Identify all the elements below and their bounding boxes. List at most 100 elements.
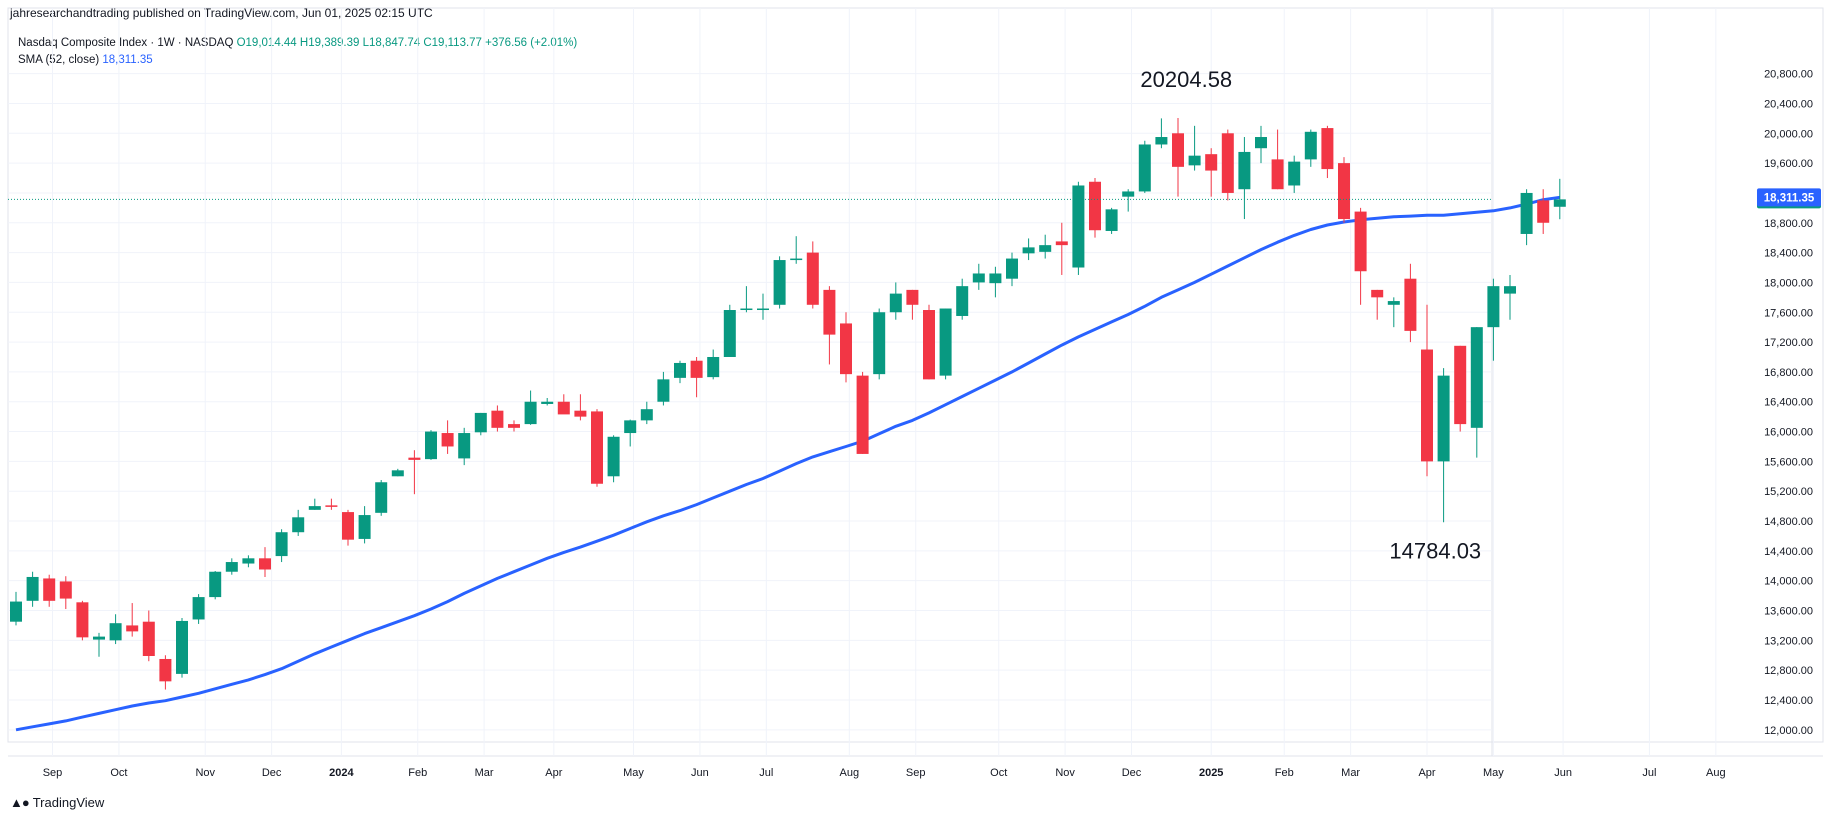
candle [806, 241, 819, 309]
candle [76, 600, 89, 641]
candle-body [325, 505, 338, 507]
y-tick-label: 19,600.00 [1764, 158, 1813, 170]
candle [1520, 189, 1533, 246]
axes: 12,000.00 12,400.00 12,800.00 13,200.00 13,6… [43, 69, 1813, 779]
candle [1072, 181, 1085, 275]
candle-body [1205, 154, 1218, 171]
y-tick-label: 12,400.00 [1764, 695, 1813, 707]
y-tick-label: 20,800.00 [1764, 69, 1813, 81]
y-tick-label: 13,200.00 [1764, 635, 1813, 647]
candle-body [93, 636, 105, 640]
candle-body [1188, 155, 1201, 166]
x-tick-label: Oct [990, 767, 1007, 779]
candle-body [1338, 163, 1350, 220]
candle [508, 420, 520, 432]
candle-body [1354, 211, 1367, 272]
candle [1172, 118, 1184, 197]
tradingview-logo[interactable]: ▲● TradingView [10, 795, 104, 810]
candle [1055, 222, 1068, 275]
y-tick-label: 16,800.00 [1764, 367, 1813, 379]
candle-body [43, 578, 56, 601]
sma-label[interactable]: SMA (52, close) [18, 54, 100, 66]
candle [1205, 148, 1218, 197]
candle [1022, 238, 1035, 261]
candle-body [1006, 258, 1018, 279]
candle [1338, 157, 1350, 223]
candle [923, 304, 935, 380]
y-tick-label: 12,000.00 [1764, 725, 1813, 737]
candle [142, 610, 155, 662]
candle [1006, 252, 1018, 287]
x-tick-label: Dec [1122, 767, 1142, 779]
candle-body [972, 273, 985, 283]
candle-body [557, 401, 570, 415]
candle [109, 614, 122, 645]
candle [474, 412, 487, 436]
candle-body [1288, 161, 1301, 186]
candle-body [142, 621, 155, 656]
candle-body [640, 409, 653, 421]
candle-body [275, 532, 288, 557]
close-value: C19,113.77 [423, 37, 482, 49]
candle [1155, 118, 1168, 149]
x-tick-label: Mar [1341, 767, 1360, 779]
candle-body [458, 433, 471, 459]
x-tick-label: Dec [262, 767, 282, 779]
x-tick-label: Nov [195, 767, 215, 779]
candle-body [159, 658, 172, 682]
candle-body [425, 431, 437, 460]
candle [458, 427, 471, 466]
tv-logo-text: TradingView [32, 795, 105, 810]
candle-body [1537, 200, 1550, 223]
y-tick-label: 18,400.00 [1764, 248, 1813, 260]
candle-body [939, 308, 952, 376]
x-tick-label: Jul [759, 767, 773, 779]
candle-body [1520, 192, 1533, 234]
candle-body [723, 310, 736, 357]
sma-line-layer [15, 195, 1561, 732]
candle-body [889, 293, 902, 313]
candle [1138, 140, 1151, 193]
candle-body [358, 515, 371, 539]
candle-body [1504, 286, 1516, 294]
candle [441, 420, 454, 454]
candle-body [259, 558, 271, 570]
candle-body [441, 433, 454, 447]
candle [26, 571, 39, 607]
candle [956, 278, 969, 320]
candle [159, 655, 172, 690]
candle-body [607, 436, 620, 477]
candle [840, 312, 852, 383]
y-tick-label: 14,400.00 [1764, 546, 1813, 558]
candle [225, 558, 238, 575]
candle [1188, 125, 1201, 171]
candle [425, 430, 437, 460]
candle [1487, 278, 1500, 361]
candle [1238, 137, 1251, 220]
candle-body [1371, 289, 1384, 298]
candle-body [1238, 151, 1251, 190]
candle [574, 394, 587, 421]
candle [723, 304, 736, 357]
candle [308, 498, 321, 510]
candle-body [1039, 245, 1052, 252]
candle [541, 398, 554, 406]
candle-body [1089, 181, 1101, 231]
candle [342, 509, 354, 546]
candle-body [956, 286, 969, 316]
x-tick-label: Aug [840, 767, 860, 779]
candle [873, 308, 886, 380]
candle-body [591, 411, 603, 484]
candle-body [524, 401, 537, 425]
x-tick-label: Sep [906, 767, 926, 779]
x-tick-label: Nov [1055, 767, 1075, 779]
y-tick-label: 16,400.00 [1764, 397, 1813, 409]
candle [972, 263, 985, 290]
candle-body [840, 323, 852, 375]
candle-body [1072, 185, 1085, 268]
candle [1437, 368, 1450, 523]
x-tick-label: 2025 [1199, 767, 1223, 779]
candle-body [1454, 345, 1467, 425]
symbol-label[interactable]: Nasdaq Composite Index · 1W · NASDAQ [18, 37, 234, 49]
